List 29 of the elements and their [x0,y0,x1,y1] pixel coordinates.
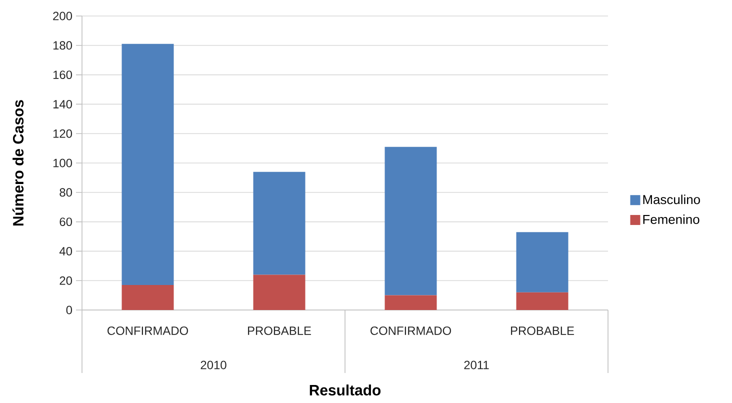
y-tick-label: 40 [59,246,72,256]
x-tick-label: CONFIRMADO [370,326,452,335]
y-axis-title: Número de Casos [12,100,24,226]
y-tick-label: 160 [53,70,72,80]
bar [516,292,568,310]
bar [384,295,437,310]
text: 2010 [200,360,226,370]
legend-label: Masculino [643,194,700,204]
y-tick-label: 180 [53,41,72,50]
y-tick-label: 200 [53,12,72,20]
bar [253,172,306,275]
x-tick-label: PROBABLE [511,326,574,335]
bar [384,146,437,296]
x-axis-title: Resultado [310,384,381,396]
x-tick-label: CONFIRMADO [108,326,188,335]
text: 2011 [464,360,489,370]
legend-label: Femenino [643,214,700,224]
x-tick-label: PROBABLE [248,326,311,335]
y-tick-label: 120 [53,129,72,138]
y-tick-label: 140 [53,100,72,108]
bar [253,274,306,310]
y-tick-label: 100 [53,158,72,168]
bar [122,285,174,310]
y-tick-label: 0 [66,306,72,314]
y-tick-label: 80 [60,188,72,197]
y-tick-label: 60 [60,218,72,226]
bar [516,232,568,292]
y-tick-label: 20 [60,276,72,285]
bar [122,44,174,286]
